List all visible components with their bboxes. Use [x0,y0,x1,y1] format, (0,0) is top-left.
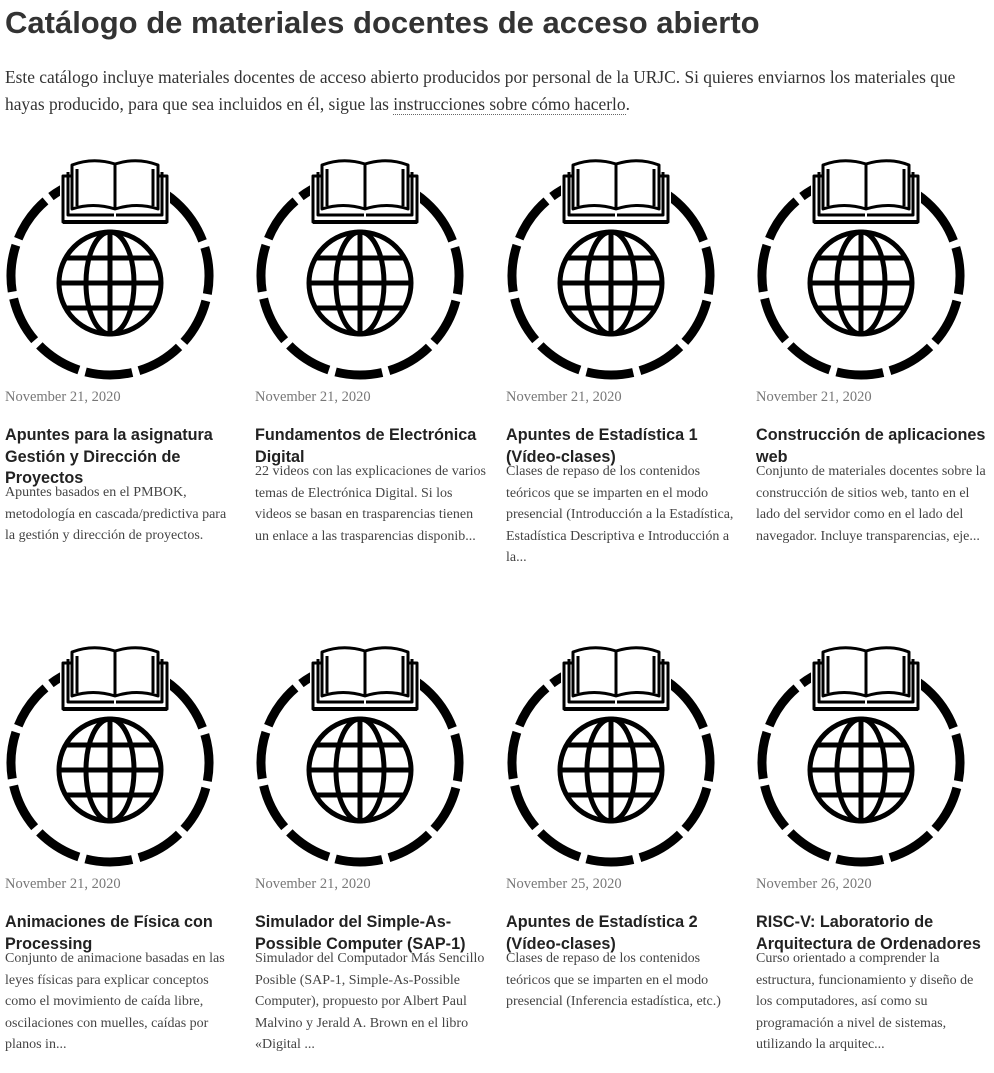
card-date: November 21, 2020 [255,389,371,405]
card-date: November 21, 2020 [5,389,121,405]
card-excerpt: Simulador del Computador Más Sencillo Po… [255,951,485,1053]
card-image-link[interactable] [756,145,988,385]
card-title: Animaciones de Física con Processing [5,912,237,955]
card-title: Fundamentos de Electrónica Digital [255,425,487,468]
card-excerpt: Apuntes basados en el PMBOK, metodología… [5,485,227,544]
intro-end: . [625,94,630,114]
open-access-book-globe-icon [756,145,988,385]
card-title-link[interactable]: Simulador del Simple-As-Possible Compute… [255,913,466,953]
card-title-link[interactable]: Fundamentos de Electrónica Digital [255,426,477,466]
page-title: Catálogo de materiales docentes de acces… [5,5,760,40]
card-title-link[interactable]: RISC-V: Laboratorio de Arquitectura de O… [756,913,981,953]
instructions-link[interactable]: instrucciones sobre cómo hacerlo [393,94,626,115]
open-access-book-globe-icon [5,145,237,385]
open-access-book-globe-icon [506,632,738,872]
card-title: RISC-V: Laboratorio de Arquitectura de O… [756,912,988,955]
card-date: November 21, 2020 [756,389,872,405]
card-title: Simulador del Simple-As-Possible Compute… [255,912,487,955]
card-image-link[interactable] [255,632,487,872]
card-excerpt: Conjunto de materiales docentes sobre la… [756,464,986,544]
card-image-link[interactable] [506,145,738,385]
card-excerpt: Conjunto de animacione basadas en las le… [5,951,225,1053]
intro-paragraph: Este catálogo incluye materiales docente… [5,64,980,118]
card-image-link[interactable] [756,632,988,872]
card-title-link[interactable]: Apuntes de Estadística 1 (Vídeo-clases) [506,426,698,466]
card-title-link[interactable]: Animaciones de Física con Processing [5,913,213,953]
card-title: Apuntes de Estadística 2 (Vídeo-clases) [506,912,738,955]
open-access-book-globe-icon [255,632,487,872]
card-title-link[interactable]: Apuntes de Estadística 2 (Vídeo-clases) [506,913,698,953]
open-access-book-globe-icon [756,632,988,872]
card-excerpt: Curso orientado a comprender la estructu… [756,951,974,1053]
card-title-link[interactable]: Apuntes para la asignatura Gestión y Dir… [5,426,213,488]
card-title: Construcción de aplicaciones web [756,425,988,468]
card-date: November 21, 2020 [255,876,371,892]
card-excerpt: 22 videos con las explicaciones de vario… [255,464,486,544]
card-date: November 21, 2020 [506,389,622,405]
open-access-book-globe-icon [506,145,738,385]
card-excerpt: Clases de repaso de los contenidos teóri… [506,464,734,566]
card-image-link[interactable] [5,632,237,872]
open-access-book-globe-icon [5,632,237,872]
card-image-link[interactable] [506,632,738,872]
card-date: November 21, 2020 [5,876,121,892]
card-date: November 25, 2020 [506,876,622,892]
card-title: Apuntes de Estadística 1 (Vídeo-clases) [506,425,738,468]
card-title: Apuntes para la asignatura Gestión y Dir… [5,425,237,490]
open-access-book-globe-icon [255,145,487,385]
card-title-link[interactable]: Construcción de aplicaciones web [756,426,986,466]
card-excerpt: Clases de repaso de los contenidos teóri… [506,951,721,1010]
intro-text: Este catálogo incluye materiales docente… [5,67,956,114]
card-date: November 26, 2020 [756,876,872,892]
card-image-link[interactable] [255,145,487,385]
card-image-link[interactable] [5,145,237,385]
